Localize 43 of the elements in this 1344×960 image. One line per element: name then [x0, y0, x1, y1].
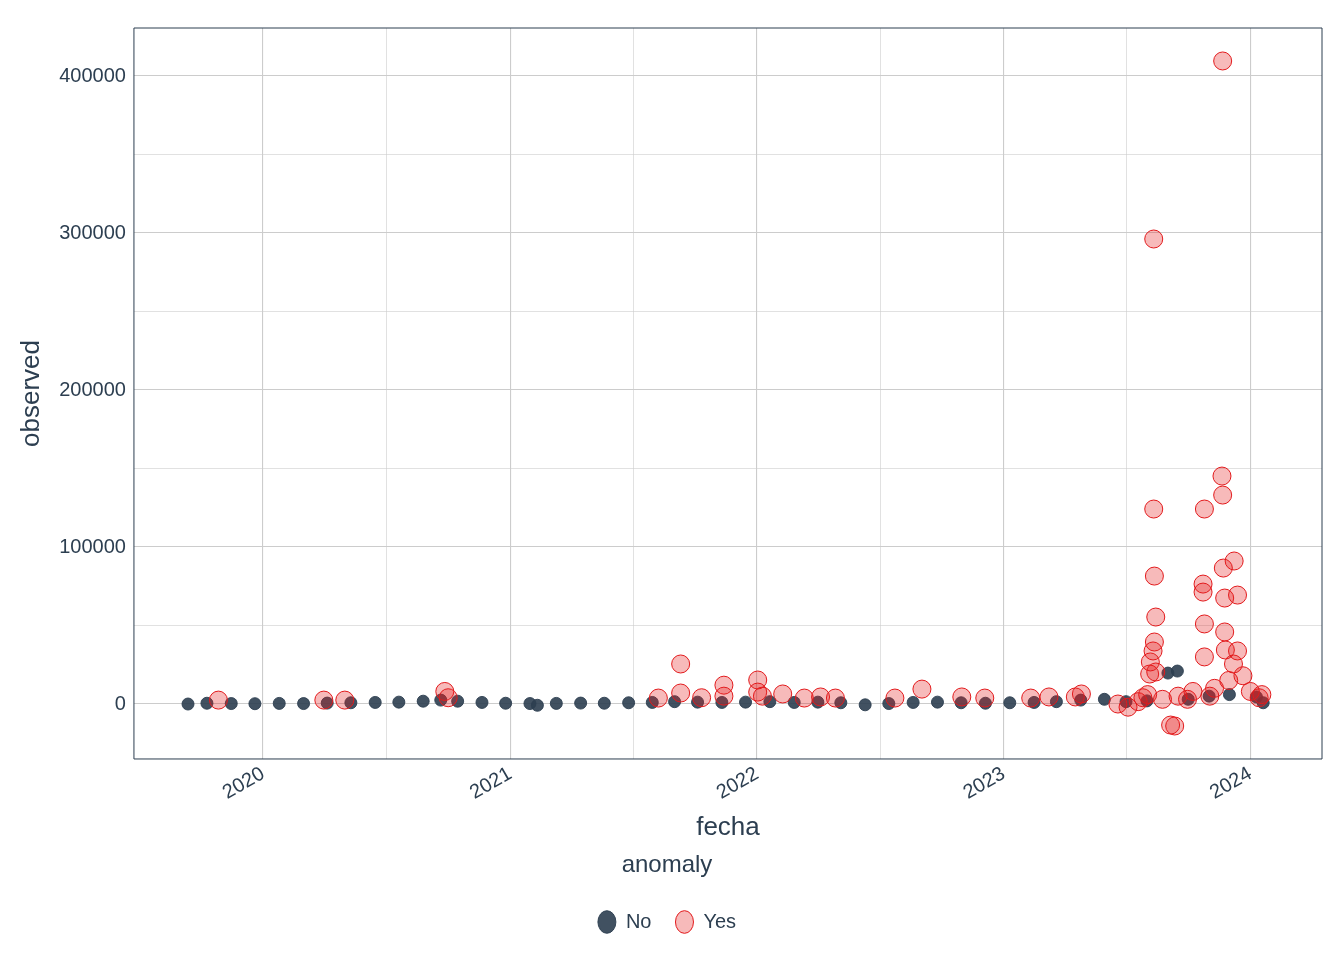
x-tick-label: 2020: [218, 761, 268, 803]
y-tick-label: 200000: [59, 377, 126, 400]
point: [248, 697, 262, 711]
point: [416, 694, 430, 708]
point: [475, 695, 489, 709]
point: [1097, 692, 1111, 706]
x-tick-label: 2021: [465, 761, 516, 803]
y-axis-title: observed: [14, 340, 45, 447]
x-axis-title: fecha: [696, 810, 761, 841]
point: [763, 695, 777, 709]
x-tick-label: 2023: [958, 761, 1009, 803]
x-tick-label: 2022: [712, 761, 762, 803]
legend-label: Yes: [703, 909, 737, 932]
point: [1170, 664, 1184, 678]
point: [200, 696, 214, 710]
point: [622, 696, 636, 710]
point: [368, 695, 382, 709]
point: [224, 697, 238, 711]
point: [549, 696, 563, 710]
point: [787, 695, 801, 709]
point: [1222, 688, 1236, 702]
point: [297, 697, 311, 711]
point: [451, 694, 465, 708]
point: [181, 697, 195, 711]
y-tick-label: 400000: [59, 63, 126, 86]
point: [1003, 696, 1017, 710]
point: [597, 696, 611, 710]
point: [272, 696, 286, 710]
point: [392, 695, 406, 709]
point: [906, 695, 920, 709]
legend-label: No: [625, 909, 652, 932]
legend-title: anomaly: [621, 849, 713, 877]
point: [858, 698, 872, 712]
point: [739, 695, 753, 709]
point: [668, 695, 682, 709]
point: [530, 698, 544, 712]
point: [499, 696, 513, 710]
point: [930, 695, 944, 709]
point: [574, 696, 588, 710]
y-tick-label: 100000: [59, 534, 126, 557]
x-tick-label: 2024: [1205, 761, 1256, 803]
y-tick-label: 0: [114, 691, 126, 714]
y-tick-label: 300000: [59, 220, 126, 243]
